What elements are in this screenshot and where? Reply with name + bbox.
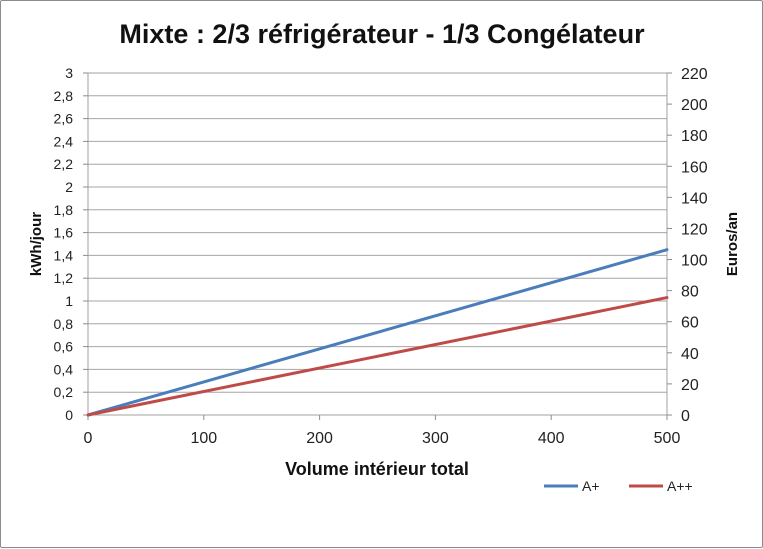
y-tick-label: 0,8 <box>54 316 74 332</box>
legend-label-a-plus-plus: A++ <box>667 478 693 494</box>
x-tick-label: 300 <box>422 430 449 447</box>
left-axis-ticks: 0 0,2 0,4 0,6 0,8 1 1,2 1,4 1,6 1,8 2 2,2 2,4 2,6 2,8 3 <box>54 65 88 423</box>
legend-label-a-plus: A+ <box>582 478 600 494</box>
y-tick-label: 3 <box>65 65 73 81</box>
y2-tick-label: 100 <box>681 253 708 270</box>
y-tick-label: 1,2 <box>54 270 74 286</box>
gridlines <box>88 72 667 416</box>
legend: A+ A++ <box>544 478 693 494</box>
y-tick-label: 2,6 <box>54 111 74 127</box>
y-tick-label: 1,6 <box>54 225 74 241</box>
series-line-a-plus <box>86 248 669 417</box>
y2-tick-label: 140 <box>681 190 708 207</box>
y-tick-label: 2 <box>65 179 73 195</box>
y-tick-label: 2,8 <box>54 88 74 104</box>
x-tick-label: 200 <box>306 430 333 447</box>
x-axis-ticks: 0 100 200 300 400 500 <box>84 415 681 447</box>
y2-tick-label: 220 <box>681 66 708 83</box>
y-tick-label: 1 <box>65 293 73 309</box>
x-tick-label: 400 <box>538 430 565 447</box>
y2-tick-label: 80 <box>681 284 699 301</box>
series-line-a-plus-plus <box>86 296 669 417</box>
y2-tick-label: 20 <box>681 377 699 394</box>
x-tick-label: 500 <box>654 430 681 447</box>
y2-tick-label: 200 <box>681 97 708 114</box>
y-tick-label: 0,2 <box>54 384 74 400</box>
plot-area <box>87 72 668 416</box>
y-tick-label: 0,4 <box>54 361 74 377</box>
y-tick-label: 1,4 <box>54 247 74 263</box>
y-tick-label: 2,4 <box>54 133 74 149</box>
y2-tick-label: 40 <box>681 346 699 363</box>
y-tick-label: 0 <box>65 407 73 423</box>
y2-tick-label: 60 <box>681 315 699 332</box>
y2-axis-title: Euros/an <box>724 212 741 276</box>
y2-tick-label: 120 <box>681 221 708 238</box>
y-axis-title: kWh/jour <box>28 212 45 276</box>
x-tick-label: 0 <box>84 430 93 447</box>
series-lines <box>86 248 669 417</box>
right-axis-ticks: 0 20 40 60 80 100 120 140 160 180 200 220 <box>667 66 708 425</box>
y-tick-label: 2,2 <box>54 156 74 172</box>
y-tick-label: 0,6 <box>54 339 74 355</box>
x-axis-title: Volume intérieur total <box>285 459 469 479</box>
y2-tick-label: 0 <box>681 408 690 425</box>
y2-tick-label: 160 <box>681 159 708 176</box>
x-tick-label: 100 <box>190 430 217 447</box>
y-tick-label: 1,8 <box>54 202 74 218</box>
y2-tick-label: 180 <box>681 128 708 145</box>
chart-title: Mixte : 2/3 réfrigérateur - 1/3 Congélat… <box>119 19 645 49</box>
